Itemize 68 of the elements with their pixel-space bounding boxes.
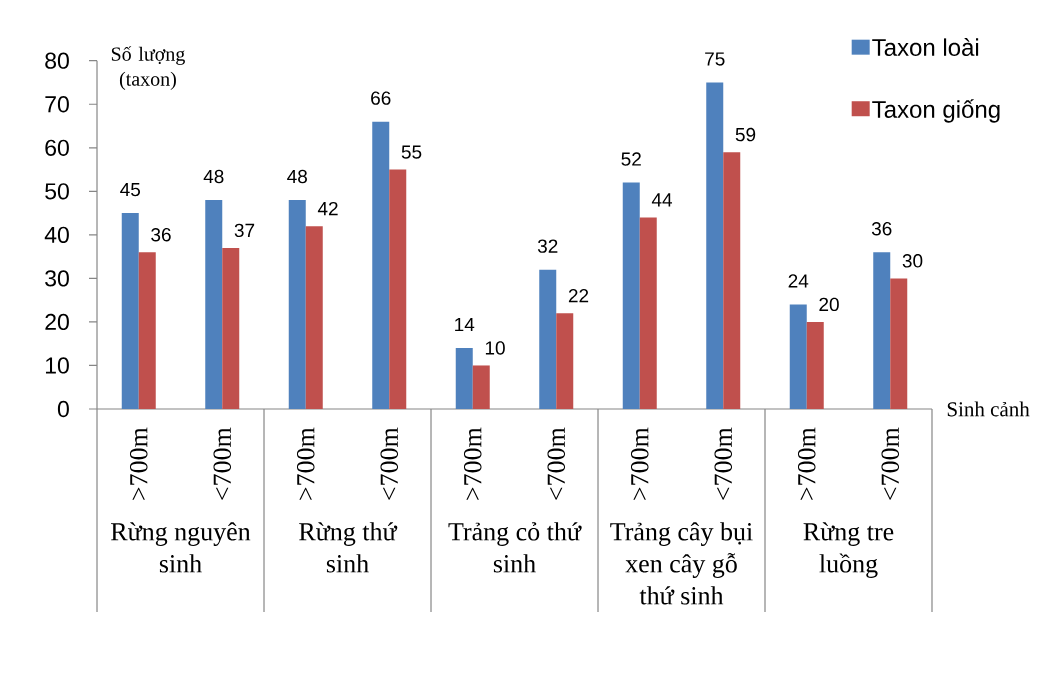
data-label: 30	[902, 254, 923, 268]
x-tick-label: <700m	[881, 427, 900, 500]
data-label: 75	[705, 52, 725, 66]
text: Trảng cỏ thứ sinh	[448, 522, 582, 573]
data-label: 32	[537, 239, 558, 253]
bar	[305, 226, 323, 409]
data-label: 44	[651, 193, 673, 207]
x-tick-label: >700m	[797, 427, 816, 500]
y-tick-label: 80	[45, 52, 69, 69]
x-tick-label: <700m	[380, 427, 399, 500]
text: Rừng thứ sinh	[299, 522, 398, 573]
y-tick-label: 10	[45, 357, 69, 374]
data-label: 45	[120, 183, 141, 197]
bar	[288, 200, 306, 409]
bar	[138, 252, 156, 409]
text: Rừng nguyên sinh	[111, 522, 251, 573]
legend-label: Taxon giống	[872, 99, 1000, 123]
text: Rừng tre luồng	[803, 522, 894, 578]
bar	[389, 169, 407, 409]
data-label: 42	[317, 201, 338, 216]
x-tick-label: <700m	[213, 427, 232, 500]
x-axis-title: Sinh cảnh	[947, 401, 1030, 417]
bar	[873, 252, 891, 409]
bar	[723, 152, 741, 409]
data-label: 48	[203, 169, 224, 184]
y-tick-label: 60	[45, 139, 69, 156]
data-label: 10	[485, 341, 505, 355]
x-tick-label: >700m	[129, 427, 148, 500]
data-label: 36	[151, 228, 171, 242]
y-tick-label: 50	[45, 183, 69, 200]
bar	[639, 217, 657, 409]
y-tick-label: 70	[45, 96, 69, 113]
x-tick-label: <700m	[714, 427, 733, 500]
bar	[121, 213, 139, 409]
x-tick-label: >700m	[463, 427, 482, 500]
bar	[556, 313, 574, 409]
bar	[806, 321, 824, 409]
bar	[706, 82, 724, 409]
y-tick-label: 0	[57, 400, 69, 418]
bar	[789, 304, 807, 409]
legend-label: Taxon loài	[872, 38, 979, 56]
bar	[539, 269, 557, 409]
bar	[205, 200, 223, 409]
x-tick-label: >700m	[630, 427, 649, 500]
bar	[372, 121, 390, 409]
data-label: 14	[455, 317, 475, 332]
data-label: 36	[871, 222, 892, 236]
x-tick-label: >700m	[296, 427, 315, 500]
bar	[222, 247, 240, 409]
bar	[472, 365, 490, 409]
y-tick-label: 30	[45, 270, 69, 287]
data-label: 55	[401, 145, 422, 159]
bar	[622, 182, 640, 409]
data-label: 48	[287, 169, 307, 184]
data-label: 37	[234, 223, 255, 238]
data-label: 59	[735, 127, 756, 142]
bar	[455, 348, 473, 409]
data-label: 22	[568, 288, 589, 303]
y-axis-title: Số lượng (taxon)	[111, 46, 185, 90]
x-tick-label: <700m	[547, 427, 566, 500]
text: Trảng cây bụi xen cây gỗ thứ sinh	[610, 522, 753, 605]
data-label: 52	[621, 152, 641, 166]
data-label: 66	[371, 91, 391, 105]
y-tick-label: 40	[44, 226, 69, 243]
data-label: 20	[819, 297, 839, 312]
y-tick-label: 20	[45, 313, 69, 331]
bar	[890, 278, 908, 409]
data-label: 24	[788, 274, 809, 288]
